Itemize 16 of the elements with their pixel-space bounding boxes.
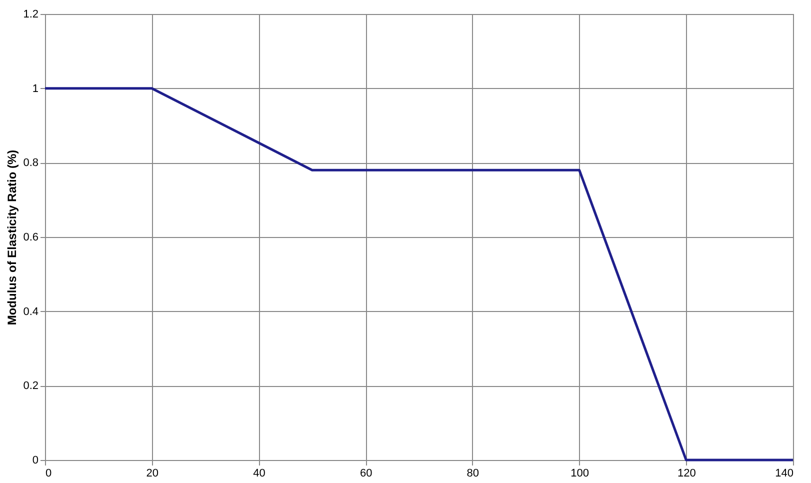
y-tick-label: 0.8 xyxy=(23,157,38,170)
y-tick-label: 0 xyxy=(32,454,38,466)
y-tick-label: 0.4 xyxy=(23,306,38,318)
y-tick-label: 0.2 xyxy=(23,380,38,392)
y-tick-label: 1 xyxy=(32,82,38,95)
x-tick-label: 80 xyxy=(466,468,480,480)
x-tick-label: 0 xyxy=(46,468,52,480)
x-tick-label: 20 xyxy=(146,468,158,480)
y-tick-label: 0.6 xyxy=(23,232,38,244)
x-tick-label: 100 xyxy=(570,468,589,480)
y-axis-title: Modulus of Elasticity Ratio (%) xyxy=(5,150,20,326)
y-tick-label: 1.2 xyxy=(23,8,38,20)
x-tick-label: 40 xyxy=(253,468,266,480)
x-tick-label: 140 xyxy=(775,468,794,480)
x-tick-label: 120 xyxy=(677,468,696,480)
x-tick-label: 60 xyxy=(360,468,372,480)
